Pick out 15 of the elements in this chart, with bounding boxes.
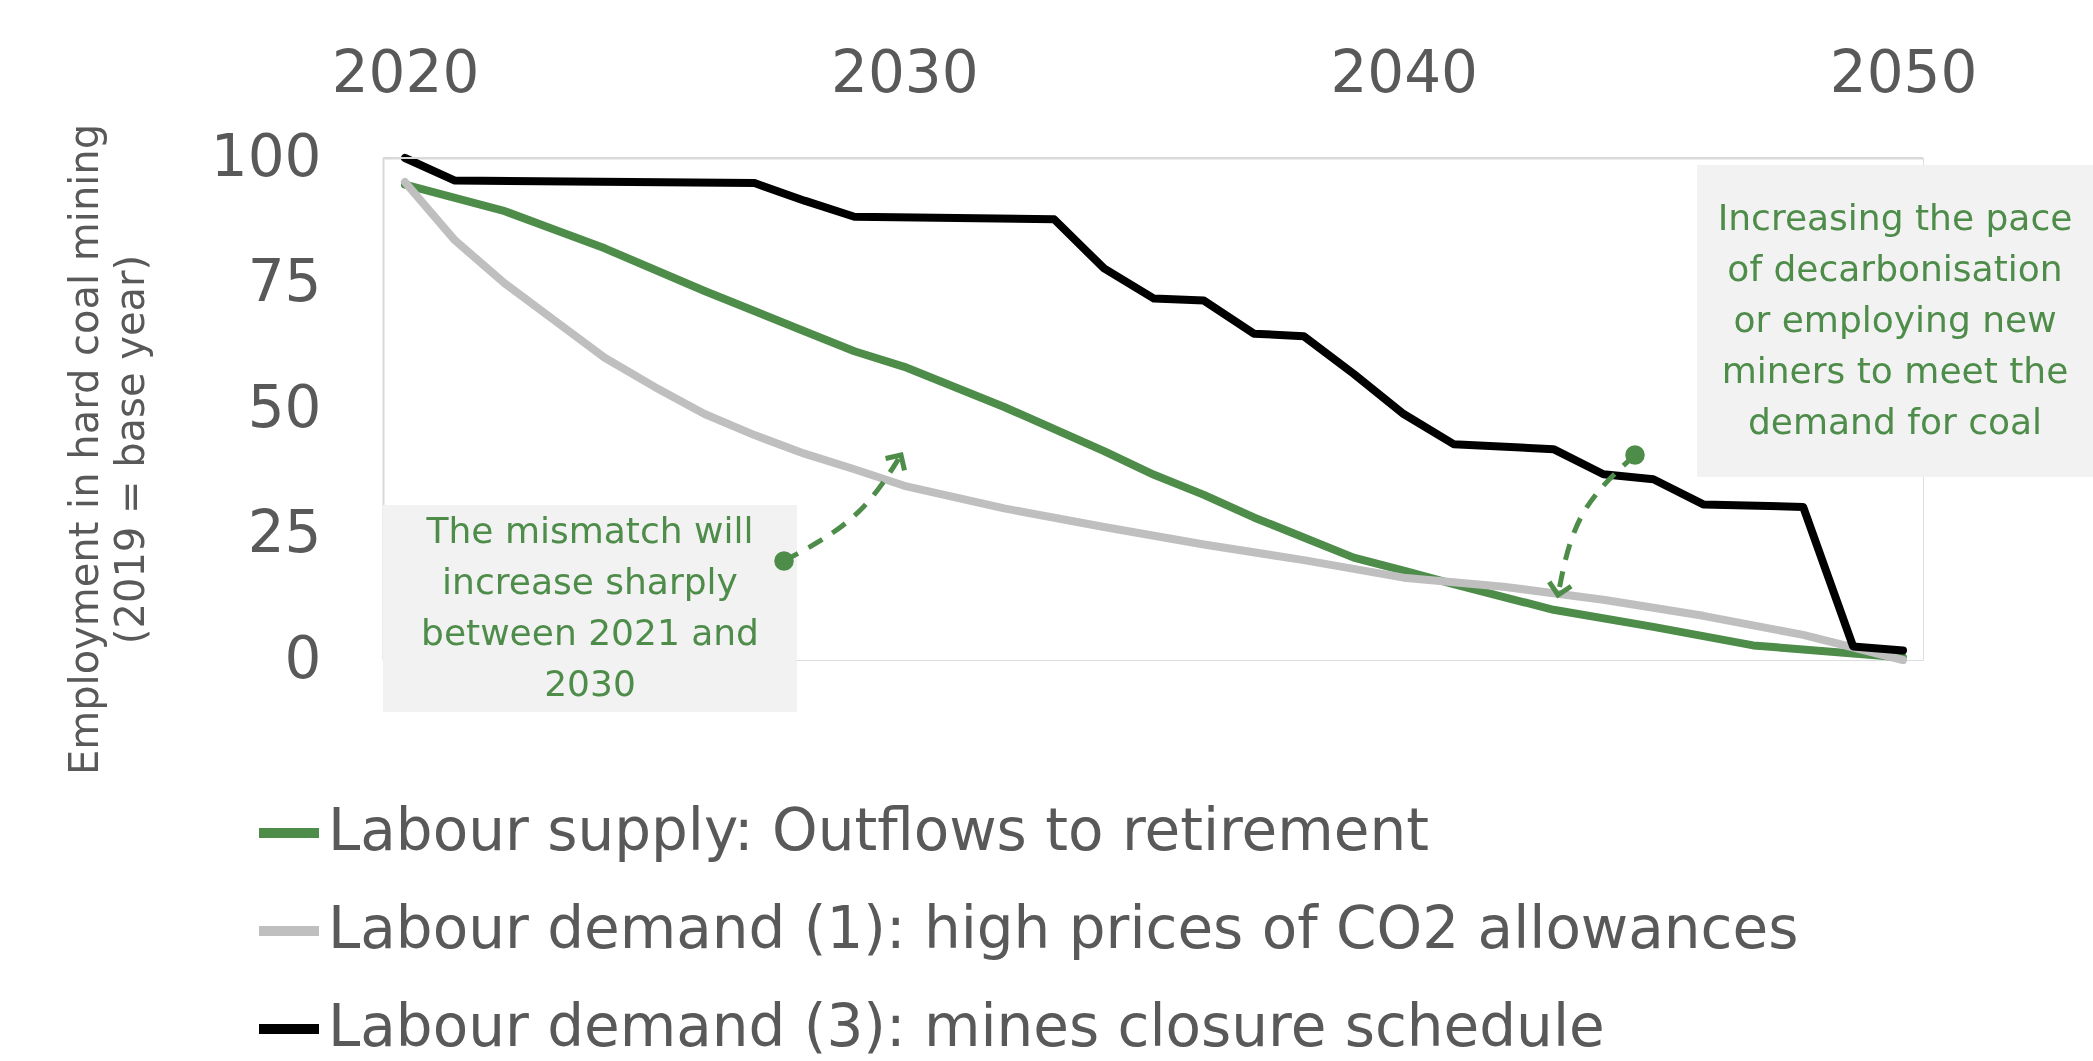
y-tick-label: 50 (247, 372, 322, 441)
y-tick-label: 100 (210, 121, 322, 190)
y-tick-label: 25 (247, 498, 322, 566)
y-axis-title: Employment in hard coal mining (2019 = base year) (60, 123, 153, 776)
x-tick-label: 2020 (331, 37, 480, 106)
annotation: The mismatch will increase sharply between 2021 and 2030 (421, 510, 759, 704)
x-tick-label: 2050 (1829, 37, 1978, 106)
y-tick-label: 0 (284, 623, 322, 692)
legend-label: Labour supply: Outflows to retirement (328, 796, 1429, 864)
y-tick-label: 75 (247, 247, 322, 315)
legend-label: Labour demand (1): high prices of CO2 allowances (328, 894, 1799, 962)
annotation: Increasing the pace of decarbonisation or employing new miners to meet the demand for coal (1717, 197, 2073, 442)
x-tick-label: 2030 (831, 37, 979, 106)
legend-label: Labour demand (3): mines closure schedule (328, 992, 1605, 1060)
x-tick-label: 2040 (1330, 37, 1478, 106)
